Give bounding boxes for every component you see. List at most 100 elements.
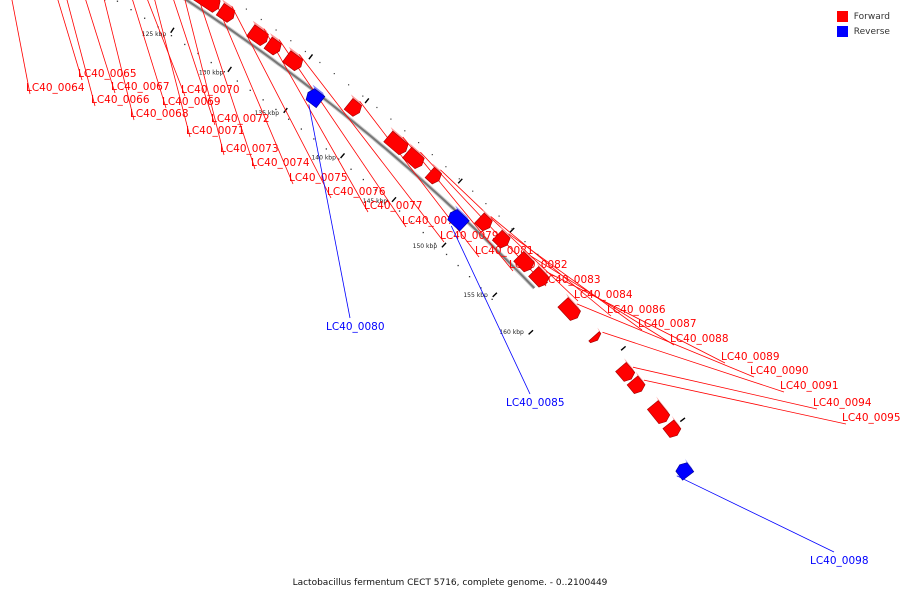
gene-block — [615, 358, 636, 382]
forward-gene — [383, 130, 409, 156]
feature-dot — [511, 228, 513, 230]
gene-block — [557, 293, 581, 321]
gene-leader-line — [147, 0, 186, 97]
gene-label: LC40_0072 — [211, 113, 270, 125]
tick-label: 120 kbp — [83, 0, 108, 2]
gene-block-top — [521, 247, 535, 263]
gene-label: LC40_0069 — [162, 96, 221, 108]
gene-block — [626, 371, 646, 394]
tick-label: 145 kbp — [363, 198, 388, 205]
major-tick — [492, 292, 498, 298]
major-tick — [528, 329, 534, 335]
minor-tick — [170, 35, 173, 37]
minor-tick — [410, 221, 413, 223]
gene-label: LC40_0070 — [181, 84, 240, 96]
feature-dot — [333, 73, 335, 75]
minor-tick — [313, 138, 315, 140]
gene-label: LC40_0066 — [91, 94, 150, 106]
minor-tick — [491, 298, 493, 300]
gene-label: LC40_0080 — [326, 321, 385, 333]
feature-dot — [485, 203, 487, 205]
minor-tick — [457, 264, 459, 267]
gene-label: LC40_0075 — [289, 172, 348, 184]
gene-label: LC40_0095 — [842, 412, 900, 424]
forward-gene — [215, 2, 236, 23]
minor-tick — [288, 118, 290, 120]
feature-dot — [319, 61, 321, 64]
feature-tick — [679, 417, 686, 423]
minor-tick — [275, 108, 277, 111]
gene-label: LC40_0087 — [638, 318, 697, 330]
minor-tick — [398, 210, 401, 212]
gene-label: LC40_0084 — [574, 289, 633, 301]
tick-label: 140 kbp — [311, 155, 336, 162]
tick-label: 135 kbp — [255, 110, 280, 117]
gene-block-top — [566, 293, 581, 312]
gene-block-top — [432, 163, 442, 174]
gene-leader-line — [154, 0, 191, 138]
forward-gene — [474, 212, 493, 232]
feature-dot — [498, 215, 500, 217]
gene-block — [193, 0, 221, 13]
forward-gene — [626, 375, 646, 394]
minor-tick — [262, 99, 264, 101]
legend-item-forward: Forward — [836, 9, 890, 24]
gene-block — [246, 20, 269, 47]
gene-block-top — [350, 94, 362, 106]
legend: Forward Reverse — [836, 9, 890, 39]
genome-backbone — [184, 0, 536, 289]
minor-tick — [468, 276, 471, 278]
gene-leader-line — [11, 0, 31, 95]
feature-dot — [362, 95, 364, 97]
gene-block — [282, 46, 304, 72]
reverse-gene — [675, 462, 695, 481]
gene-leader-line — [214, 0, 294, 185]
feature-dot — [390, 118, 392, 120]
gene-block — [305, 84, 326, 109]
gene-block — [646, 396, 671, 425]
feature-dot — [275, 29, 277, 31]
forward-gene — [282, 50, 304, 72]
forward-gene — [424, 166, 442, 185]
feature-dot — [445, 166, 447, 168]
gene-block-top — [222, 0, 235, 11]
feature-dot — [348, 84, 350, 86]
gene-leader-line — [450, 225, 531, 395]
minor-tick — [236, 80, 238, 82]
tick-label: 160 kbp — [499, 329, 524, 336]
forward-gene — [662, 419, 682, 438]
legend-label-forward: Forward — [853, 11, 890, 22]
gene-block — [383, 127, 409, 156]
minor-tick — [300, 128, 302, 130]
gene-label: LC40_0089 — [721, 351, 780, 363]
gene-leader-line — [132, 0, 167, 109]
gene-leader-line — [66, 0, 96, 107]
major-tick — [391, 196, 397, 203]
feature-dot — [458, 178, 460, 180]
forward-gene — [615, 361, 636, 382]
gene-leader-line — [359, 101, 480, 258]
gene-block-top — [252, 20, 269, 35]
minor-tick — [325, 148, 327, 150]
gene-label: LC40_0073 — [220, 143, 279, 155]
tick-label: 125 kbp — [142, 31, 167, 38]
gene-label: LC40_0094 — [813, 397, 872, 409]
gene-block — [343, 94, 363, 117]
genome-caption: Lactobacillus fermentum CECT 5716, compl… — [292, 578, 608, 588]
minor-tick — [223, 71, 225, 73]
feature-dot — [537, 253, 539, 255]
gene-leader-line — [85, 0, 116, 94]
feature-dot — [524, 241, 526, 243]
major-tick — [340, 152, 346, 159]
forward-gene — [646, 400, 671, 425]
gene-block-top — [536, 262, 549, 278]
gene-leader-line — [198, 0, 256, 170]
minor-tick — [116, 0, 119, 2]
gene-label: LC40_0067 — [111, 81, 170, 93]
gene-leader-line — [546, 271, 726, 364]
gene-block-top — [409, 143, 425, 159]
gene-label: LC40_0077 — [364, 200, 423, 212]
tick-label: 155 kbp — [463, 292, 488, 299]
